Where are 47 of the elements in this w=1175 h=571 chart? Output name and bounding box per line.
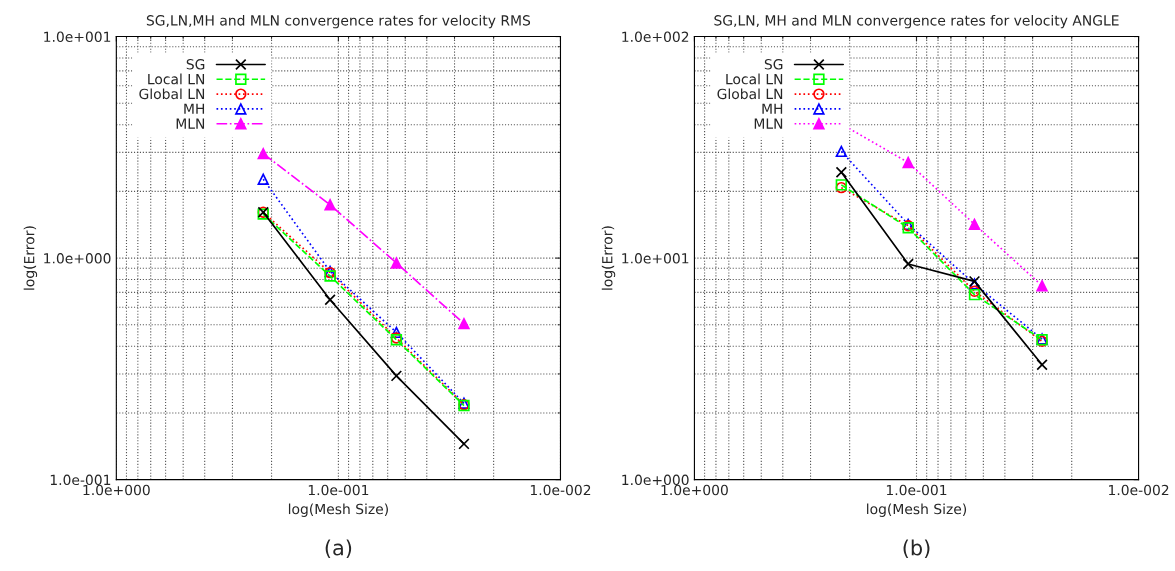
x-tick-label: 1.0e-001 xyxy=(308,484,369,496)
x-tick-label: 1.0e+000 xyxy=(83,484,150,496)
point xyxy=(390,370,403,382)
point xyxy=(257,173,269,185)
chart-title: SG,LN, MH and MLN convergence rates for velocity ANGLE xyxy=(714,14,1119,29)
x-tick-label: 1.0e-002 xyxy=(1109,484,1169,496)
y-tick-label: 1.0e+002 xyxy=(622,31,689,43)
point xyxy=(324,293,336,306)
text: (a) xyxy=(325,539,352,559)
point xyxy=(902,156,914,169)
x-axis-title: log(Mesh Size) xyxy=(288,503,388,517)
point xyxy=(458,317,470,330)
legend-label: MLN xyxy=(176,118,205,129)
legend-label: MLN xyxy=(754,118,783,129)
point xyxy=(835,145,848,158)
x-tick-label: 1.0e-002 xyxy=(530,484,591,496)
x-tick-label: 1.0e+000 xyxy=(661,484,728,496)
legend-label: Local LN xyxy=(148,73,205,85)
point xyxy=(390,326,403,339)
legend-label: MH xyxy=(762,103,783,114)
x-axis-title: log(Mesh Size) xyxy=(867,503,967,517)
point xyxy=(324,270,336,282)
y-axis-title: log(Error) xyxy=(601,226,616,290)
y-tick-label: 1.0e+001 xyxy=(44,31,111,43)
point xyxy=(390,257,403,269)
legend-label: SG xyxy=(186,59,205,70)
legend-label: Global LN xyxy=(139,88,205,100)
x-tick-label: 1.0e-001 xyxy=(886,484,947,496)
legend-label: SG xyxy=(764,59,783,70)
chart-title: SG,LN,MH and MLN convergence rates for velocity RMS xyxy=(146,14,531,29)
y-tick-label: 1.0e+000 xyxy=(44,253,111,264)
y-tick-label: 1.0e+001 xyxy=(622,253,689,264)
point xyxy=(458,438,470,450)
y-axis-title: log(Error) xyxy=(23,226,38,290)
legend-label: MH xyxy=(184,103,205,114)
y-tick-label: 1.0e+000 xyxy=(622,474,689,486)
legend-label: Global LN xyxy=(717,88,783,100)
point xyxy=(902,258,914,270)
text: (b) xyxy=(903,539,930,559)
point xyxy=(1036,280,1048,292)
legend-label: Local LN xyxy=(726,73,783,85)
point xyxy=(835,166,848,178)
point xyxy=(1036,359,1048,371)
point xyxy=(324,199,336,211)
point xyxy=(257,147,269,160)
y-tick-label: 1.0e-001 xyxy=(50,474,111,486)
point xyxy=(968,218,981,231)
